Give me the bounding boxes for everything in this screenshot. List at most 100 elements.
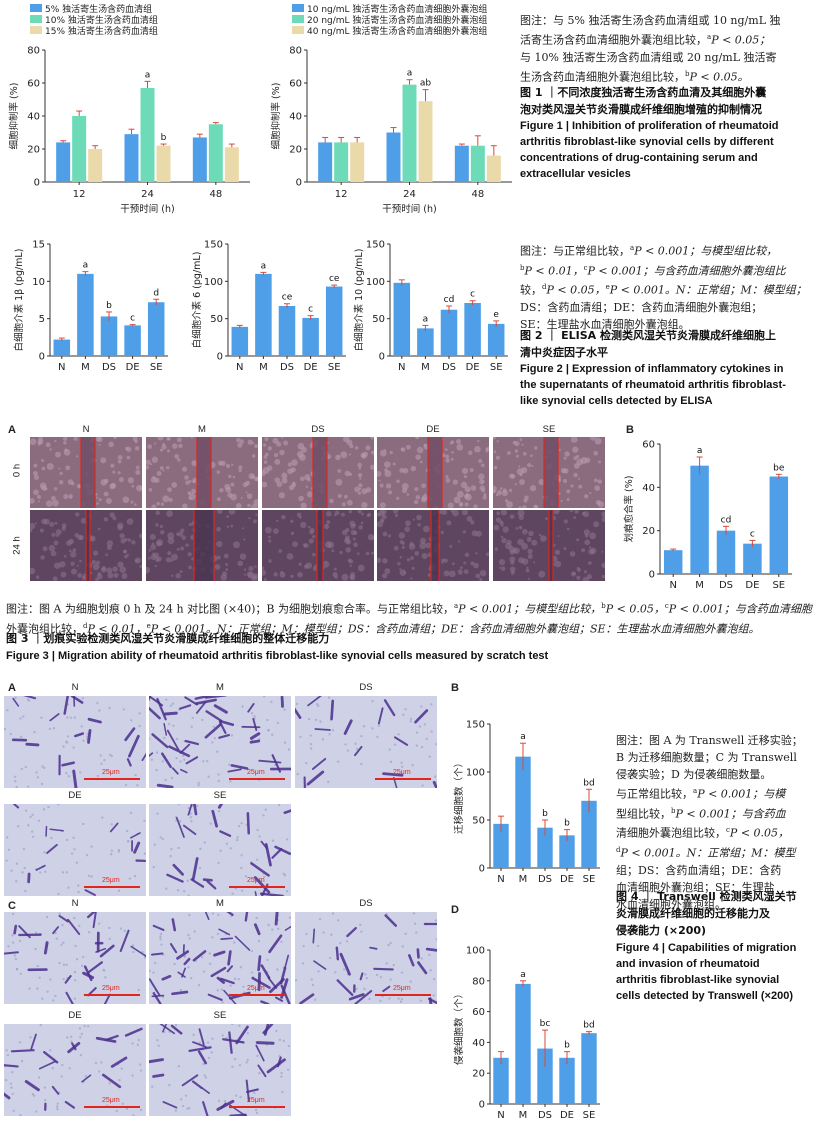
figure3-chart-xtick-label-DE: DE — [745, 580, 759, 591]
figure2-chart-il10-xtick-label-M: M — [421, 362, 430, 373]
figure1-chart-a-annotation-s2-c1: b — [161, 133, 167, 143]
figure1-chart-b-ytick-label-2: 40 — [289, 112, 302, 123]
figure2-chart-il1b-xtick-label-N: N — [58, 362, 65, 373]
figure3-chart-bar-N — [664, 550, 682, 574]
figure2-chart-il6-bar-M — [255, 274, 272, 356]
figure3-col-n: N — [30, 424, 142, 435]
scale-bar — [229, 886, 285, 888]
figure2-chart-il10-bar-SE — [488, 324, 505, 356]
transwell-image-C-DS: 25μm — [295, 912, 437, 1004]
figure1-chart-a-legend-label-2: 15% 独活寄生汤含药血清组 — [45, 25, 158, 37]
figure1-chart-b-bar-s1-c2 — [471, 146, 485, 182]
figure1-chart-b-xtick-label-1: 24 — [403, 189, 416, 200]
scratch-image-DS-24h — [262, 510, 374, 581]
figure1-chart-b-xtick-label-2: 48 — [471, 189, 484, 200]
figure3-chart-ytick-label-0: 0 — [649, 570, 655, 581]
figure4-chart-d-ytick-label-2: 40 — [472, 1038, 485, 1049]
figure4-chart-d-annotation-DE: b — [564, 1041, 570, 1051]
figure4-chart-d-ytick-label-4: 80 — [472, 976, 485, 987]
figure4-chart-b-xtick-label-SE: SE — [583, 874, 596, 885]
figure1-note: 图注：与 5% 独活寄生汤含药血清组或 10 ng/mL 独 活寄生汤含药血清细… — [520, 12, 810, 85]
figure4-A-col-label-N: N — [4, 682, 146, 693]
figure4-chart-b-xtick-label-N: N — [497, 874, 504, 885]
figure1-chart-a-legend-swatch-2 — [30, 26, 42, 34]
figure3-panel-b-label: B — [626, 424, 634, 436]
figure4-chart-d-xtick-label-M: M — [519, 1110, 528, 1121]
figure2-chart-il10-annotation-M: a — [423, 314, 429, 324]
figure3-chart-annotation-SE: be — [773, 463, 785, 473]
figure4-chart-b-xtick-label-DS: DS — [538, 874, 552, 885]
figure1-chart-a-bar-s1-c2 — [209, 124, 223, 182]
figure4-chart-d-xtick-label-DS: DS — [538, 1110, 552, 1121]
figure1-chart-a-annotation-s1-c1: a — [145, 70, 151, 80]
figure2-chart-il6-annotation-M: a — [261, 261, 267, 271]
figure1-title-cn: 图 1 ｜不同浓度独活寄生汤含药血清及其细胞外囊泡对类风湿关节炎滑膜成纤维细胞增… — [520, 84, 810, 118]
figure1-chart-b-xlabel: 干预时间 (h) — [382, 203, 436, 215]
figure4-chart-d-xtick-label-SE: SE — [583, 1110, 596, 1121]
figure2-chart-il10-annotation-DE: c — [470, 290, 475, 300]
figure2-chart-il1b-annotation-DE: c — [130, 314, 135, 324]
figure1-chart-b-bar-s0-c2 — [455, 146, 469, 182]
figure4-chart-d-ytick-label-5: 100 — [466, 946, 485, 957]
figure2-chart-il1b-bar-M — [77, 274, 94, 356]
figure1-chart-b-annotation-s1-c1: a — [407, 69, 413, 79]
figure4-C-col-label-DS: DS — [295, 898, 437, 909]
scratch-image-SE-24h — [493, 510, 605, 581]
scale-bar — [229, 1106, 285, 1108]
figure3-chart-annotation-DE: c — [750, 529, 755, 539]
figure1-chart-b-legend-label-2: 40 ng/mL 独活寄生汤含药血清细胞外囊泡组 — [307, 25, 487, 37]
figure4-chart-b-ytick-label-2: 100 — [466, 768, 485, 779]
figure3-title-cn: 图 3 ｜划痕实验检测类风湿关节炎滑膜成纤维细胞的整体迁移能力 — [6, 630, 812, 647]
figure4-chart-b-annotation-DS: b — [542, 809, 548, 819]
figure4-chart-d-ylabel: 侵袭细胞数（个） — [453, 989, 465, 1065]
figure1-chart-a-bar-s2-c1 — [157, 146, 171, 182]
transwell-image-C-N: 25μm — [4, 912, 146, 1004]
figure3-chart-xtick-label-M: M — [695, 580, 704, 591]
transwell-image-A-N: 25μm — [4, 696, 146, 788]
figure1-chart-b-legend-label-0: 10 ng/mL 独活寄生汤含药血清细胞外囊泡组 — [307, 3, 487, 15]
figure1-chart-a-bar-s0-c1 — [125, 134, 139, 182]
figure3-panel-a-label: A — [8, 424, 16, 436]
scale-bar-label: 25μm — [247, 877, 265, 884]
figure1-chart-b-ytick-label-0: 0 — [296, 178, 302, 189]
figure2-chart-il6-ylabel: 白细胞介素 6 (pg/mL) — [191, 252, 203, 349]
scale-bar-label: 25μm — [393, 769, 411, 776]
figure2-chart-il1b-bar-DE — [124, 325, 141, 356]
scale-bar-label: 25μm — [102, 1097, 120, 1104]
figure4-chart-b-ytick-label-1: 50 — [472, 816, 485, 827]
figure2-chart-il6-xtick-label-M: M — [259, 362, 268, 373]
figure2-chart-il6-xtick-label-N: N — [236, 362, 243, 373]
figure4-chart-d-annotation-SE: bd — [583, 1021, 594, 1031]
figure1-chart-b-legend-swatch-1 — [292, 15, 304, 23]
figure1-chart-b-bar-s0-c0 — [318, 142, 332, 182]
figure1-title-en: Figure 1 | Inhibition of proliferation o… — [520, 118, 810, 182]
scale-bar-label: 25μm — [102, 877, 120, 884]
figure4-chart-b-ylabel: 迁移细胞数（个） — [453, 758, 465, 834]
figure1-chart-b-legend-label-1: 20 ng/mL 独活寄生汤含药血清细胞外囊泡组 — [307, 14, 487, 26]
scale-bar — [84, 778, 140, 780]
figure3-chart-ytick-label-3: 60 — [642, 440, 655, 451]
scale-bar — [375, 994, 431, 996]
figure2-chart-il1b-annotation-M: a — [83, 261, 89, 271]
figure3-col-ds: DS — [262, 424, 374, 435]
figure2-chart-il6-bar-DE — [302, 318, 319, 356]
scale-bar — [375, 778, 431, 780]
figure4-title-cn: 图 4 ｜ Transwell 检测类风湿关节炎滑膜成纤维细胞的迁移能力及侵袭能… — [616, 888, 812, 939]
figure4-chart-d-bar-M — [515, 984, 530, 1104]
scale-bar-label: 25μm — [102, 769, 120, 776]
figure3-col-de: DE — [377, 424, 489, 435]
figure2-chart-il10-annotation-SE: e — [493, 310, 499, 320]
figure2-chart-il10-bar-M — [417, 328, 434, 356]
figure2-chart-il6-xtick-label-DE: DE — [304, 362, 318, 373]
figure3-chart-ytick-label-1: 20 — [642, 526, 655, 537]
figure4-chart-d-ytick-label-1: 20 — [472, 1069, 485, 1080]
